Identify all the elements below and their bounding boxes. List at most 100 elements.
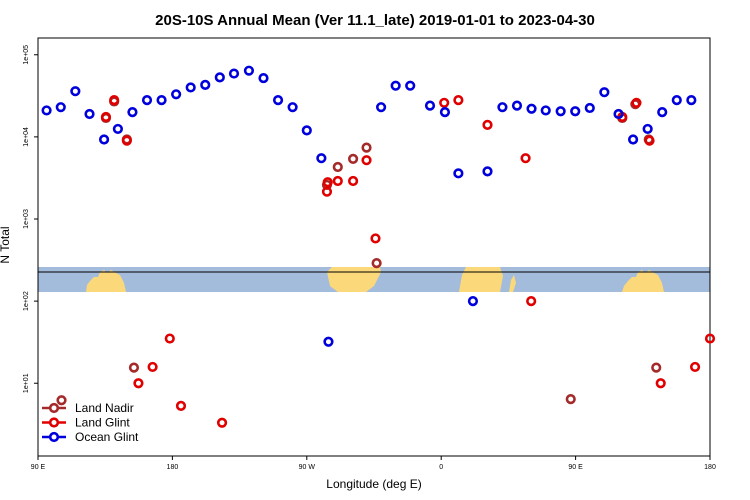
data-point (686, 95, 697, 106)
data-point (644, 135, 655, 146)
data-point (100, 111, 112, 123)
data-point (41, 105, 52, 116)
data-point (584, 102, 595, 114)
x-tick-label: 180 (167, 464, 179, 471)
x-axis-label: Longitude (deg E) (326, 477, 421, 491)
y-axis: 1e+01 1e+02 1e+03 1e+04 1e+05 (23, 45, 38, 393)
data-point (121, 135, 132, 146)
data-point (147, 361, 158, 373)
data-point (497, 102, 508, 113)
legend-item: Land Glint (42, 416, 130, 430)
y-axis-label: N Total (0, 226, 12, 263)
data-point (70, 86, 81, 97)
data-point (323, 336, 334, 347)
data-point (141, 95, 153, 106)
series-ocean-glint (41, 65, 697, 347)
data-point (689, 361, 701, 373)
data-point (627, 134, 639, 145)
data-point (657, 107, 668, 118)
data-point (540, 105, 551, 116)
data-point (301, 125, 312, 136)
data-point (316, 153, 327, 164)
legend-label: Ocean Glint (75, 430, 139, 444)
data-point (164, 333, 175, 344)
land-mass-south-america (327, 267, 381, 292)
y-tick-label: 1e+03 (23, 209, 30, 229)
data-point (439, 97, 450, 108)
data-point (424, 100, 436, 111)
data-point (171, 89, 182, 100)
data-points (41, 65, 716, 428)
data-point (565, 394, 576, 405)
data-point (185, 82, 196, 93)
data-point (200, 79, 211, 90)
data-point (453, 95, 464, 106)
data-point (332, 175, 343, 187)
legend-label: Land Glint (75, 416, 130, 430)
data-point (322, 177, 333, 188)
land-mass-australia-a (86, 270, 126, 292)
data-point (520, 153, 531, 164)
x-tick-label: 90 E (568, 464, 583, 471)
data-point (642, 123, 653, 135)
data-point (228, 68, 240, 79)
data-point (570, 106, 581, 117)
data-point (214, 72, 225, 83)
data-point (453, 168, 464, 179)
data-point (482, 119, 493, 130)
data-point (555, 106, 566, 117)
x-axis: 90 E 180 90 W 0 90 E 180 (31, 456, 716, 471)
data-point (390, 80, 401, 91)
data-point (651, 362, 662, 373)
data-point (98, 134, 110, 145)
data-point (371, 258, 382, 269)
data-point (332, 161, 343, 173)
data-point (375, 102, 387, 113)
y-tick-label: 1e+01 (23, 373, 30, 393)
series-land-nadir (56, 96, 662, 406)
series-land-glint (100, 95, 716, 428)
y-tick-label: 1e+04 (23, 127, 30, 147)
data-point (128, 362, 140, 373)
data-point (127, 107, 138, 118)
x-tick-label: 90 W (299, 464, 316, 471)
data-point (347, 153, 359, 164)
data-point (361, 142, 372, 153)
data-point (655, 378, 666, 389)
data-point (526, 296, 537, 307)
legend-item: Land Nadir (42, 401, 134, 415)
legend-swatch-marker (48, 402, 60, 414)
data-point (511, 100, 523, 111)
data-point (671, 95, 682, 106)
data-point (613, 108, 624, 120)
legend-item: Ocean Glint (42, 430, 139, 444)
data-point (133, 378, 144, 389)
plot-frame (37, 37, 711, 457)
data-point (55, 102, 66, 113)
data-point (361, 155, 372, 166)
data-point (405, 80, 416, 91)
x-tick-label: 90 E (31, 464, 46, 471)
legend-swatch-marker (48, 431, 60, 443)
data-point (175, 400, 187, 411)
data-point (109, 95, 120, 106)
data-point (482, 166, 493, 177)
x-tick-label: 0 (439, 464, 443, 471)
data-point (272, 95, 284, 106)
data-point (56, 395, 67, 406)
legend-label: Land Nadir (75, 401, 134, 415)
data-point (258, 72, 269, 84)
data-point (84, 108, 95, 120)
data-point (526, 103, 537, 114)
legend-swatch-marker (48, 417, 60, 428)
data-point (287, 102, 298, 113)
data-point (599, 87, 610, 98)
data-point (216, 417, 228, 428)
y-tick-label: 1e+02 (23, 291, 30, 311)
x-tick-label: 180 (704, 464, 716, 471)
data-point (370, 233, 381, 244)
data-point (467, 296, 479, 307)
land-mass-africa (459, 267, 503, 292)
chart-title: 20S-10S Annual Mean (Ver 11.1_late) 2019… (155, 12, 595, 29)
